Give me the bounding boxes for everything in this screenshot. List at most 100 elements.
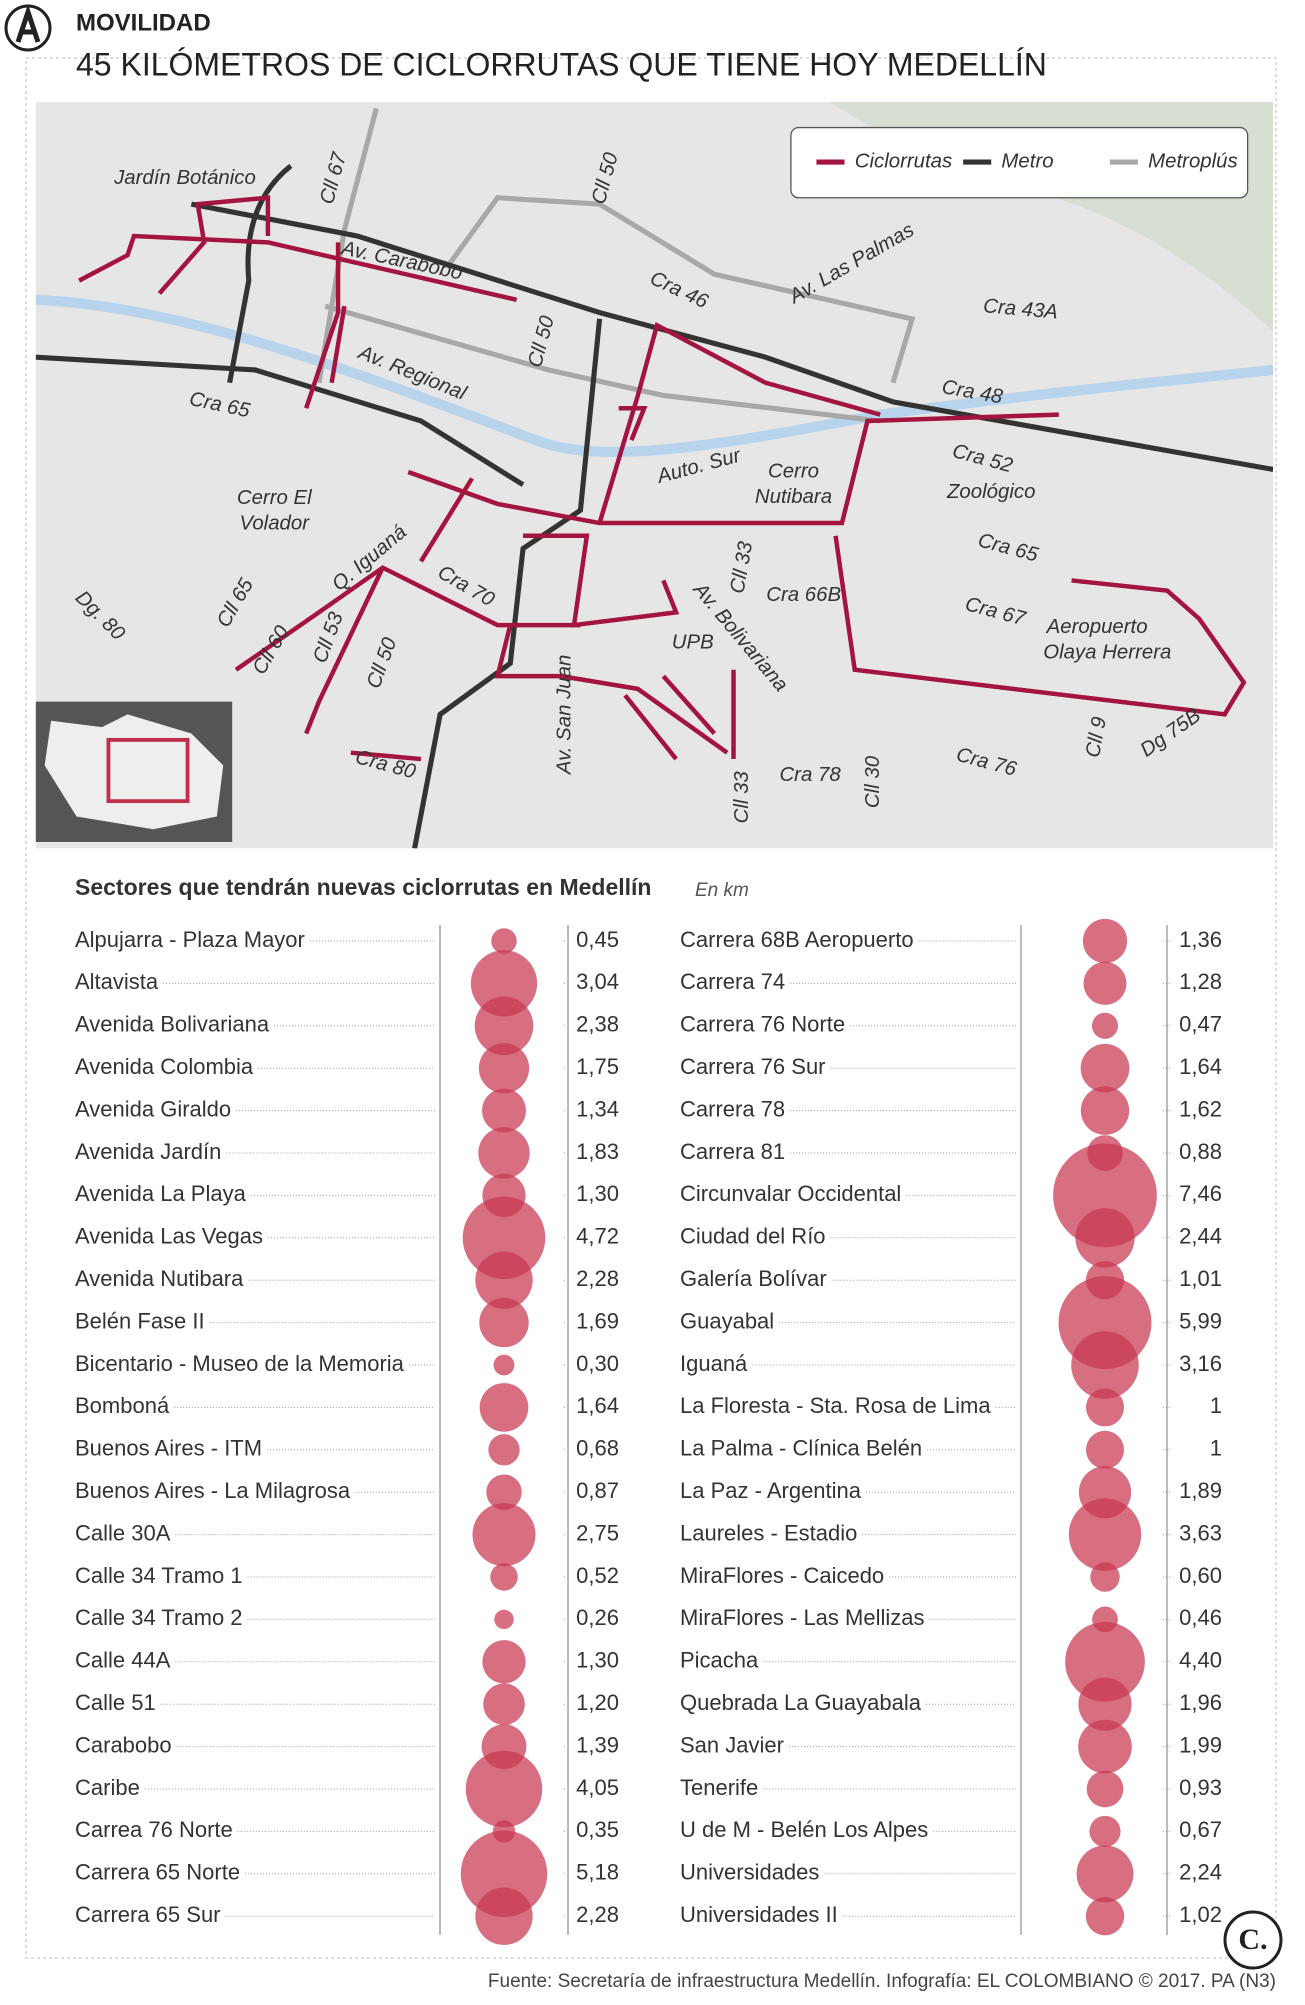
bubble (474, 996, 534, 1056)
bubble (1068, 1498, 1142, 1571)
logo-text: C. (1238, 1923, 1267, 1956)
row-label: Carrea 76 Norte (75, 1817, 233, 1842)
row-label: Avenida Bolivariana (75, 1012, 270, 1037)
bubble (472, 1503, 536, 1567)
row-label: U de M - Belén Los Alpes (680, 1817, 928, 1842)
bubble (1080, 1086, 1130, 1135)
row-label: Caribe (75, 1775, 140, 1800)
value-label: 4,05 (576, 1775, 619, 1800)
bubble (1078, 1677, 1132, 1731)
row-label: Carrera 76 Norte (680, 1012, 845, 1037)
value-label: 1,34 (576, 1096, 619, 1121)
bubble (1080, 1043, 1130, 1093)
row-label: Avenida Colombia (75, 1054, 254, 1079)
value-label: 0,68 (576, 1436, 619, 1461)
row-label: San Javier (680, 1732, 784, 1757)
value-label: 0,26 (576, 1605, 619, 1630)
bubble (479, 1297, 529, 1348)
row-label: MiraFlores - Caicedo (680, 1563, 884, 1588)
value-label: 2,24 (1179, 1860, 1222, 1885)
value-label: 2,28 (576, 1902, 619, 1927)
row-label: Avenida Nutibara (75, 1266, 244, 1291)
value-label: 5,99 (1179, 1308, 1222, 1333)
row-label: Carrera 81 (680, 1139, 785, 1164)
bubble (462, 1196, 546, 1280)
bubble (479, 1383, 529, 1432)
row-label: Carrera 65 Norte (75, 1860, 240, 1885)
value-label: 1,83 (576, 1139, 619, 1164)
bubble (490, 1563, 518, 1591)
map-label: Av. San Juan (554, 655, 576, 776)
row-label: Avenida Jardín (75, 1139, 221, 1164)
value-label: 1,69 (576, 1308, 619, 1333)
row-label: Calle 34 Tramo 2 (75, 1605, 243, 1630)
bubble (470, 950, 538, 1017)
value-label: 3,16 (1179, 1351, 1222, 1376)
value-label: 0,47 (1179, 1012, 1222, 1037)
value-label: 1 (1210, 1436, 1222, 1461)
value-label: 1,36 (1179, 927, 1222, 952)
row-label: Buenos Aires - ITM (75, 1436, 262, 1461)
map-label: Aeropuerto (1046, 616, 1148, 638)
bubble (460, 1830, 548, 1918)
value-label: 0,60 (1179, 1563, 1222, 1588)
value-label: 1,89 (1179, 1478, 1222, 1503)
row-label: Calle 51 (75, 1690, 156, 1715)
bubble (475, 1251, 533, 1309)
bubble (1083, 961, 1127, 1005)
map-label: UPB (672, 631, 714, 653)
row-label: Carrera 76 Sur (680, 1054, 826, 1079)
row-label: Avenida Giraldo (75, 1096, 231, 1121)
value-label: 0,46 (1179, 1605, 1222, 1630)
bubble (1075, 1208, 1135, 1268)
value-label: 1,99 (1179, 1732, 1222, 1757)
map-label: Cll 30 (862, 755, 884, 808)
row-label: Iguaná (680, 1351, 748, 1376)
row-label: Carrera 65 Sur (75, 1902, 221, 1927)
section-icon-glyph (15, 4, 41, 43)
metro-lines (35, 163, 1274, 849)
bubble (1071, 1331, 1139, 1399)
table-title: Sectores que tendrán nuevas ciclorrutas … (75, 874, 651, 900)
bubble (1086, 1430, 1124, 1469)
value-label: 0,30 (576, 1351, 619, 1376)
value-label: 1,20 (576, 1690, 619, 1715)
frame (25, 57, 1277, 1959)
value-label: 0,45 (576, 927, 619, 952)
row-label: Bicentario - Museo de la Memoria (75, 1351, 405, 1376)
row-label: Calle 30A (75, 1520, 171, 1545)
bubble (488, 1434, 520, 1466)
row-label: Calle 34 Tramo 1 (75, 1563, 243, 1588)
value-label: 2,28 (576, 1266, 619, 1291)
bubble (493, 1354, 515, 1376)
bubble (1085, 1897, 1125, 1936)
row-label: Galería Bolívar (680, 1266, 827, 1291)
bubble (483, 1683, 525, 1726)
row-label: Buenos Aires - La Milagrosa (75, 1478, 351, 1503)
legend-label: Metro (1001, 150, 1053, 172)
row-label: Alpujarra - Plaza Mayor (75, 927, 305, 952)
bubble (1086, 1388, 1124, 1427)
bubble (482, 1640, 526, 1684)
row-label: Carrera 68B Aeropuerto (680, 927, 914, 952)
row-label: Carabobo (75, 1732, 172, 1757)
value-label: 1,64 (1179, 1054, 1222, 1079)
map-label: Cerro (768, 460, 819, 482)
logo (1223, 1910, 1283, 1970)
value-label: 3,63 (1179, 1520, 1222, 1545)
row-label: Altavista (75, 969, 159, 994)
row-label: Bomboná (75, 1393, 170, 1418)
value-label: 1 (1210, 1393, 1222, 1418)
row-label: Ciudad del Río (680, 1224, 826, 1249)
map-label: Zoológico (946, 481, 1035, 503)
row-label: Carrera 78 (680, 1096, 785, 1121)
value-label: 1,62 (1179, 1096, 1222, 1121)
bubble (1082, 918, 1128, 964)
value-label: 1,02 (1179, 1902, 1222, 1927)
value-label: 5,18 (576, 1860, 619, 1885)
map-background (35, 102, 1274, 849)
bubble (486, 1474, 522, 1510)
row-label: Laureles - Estadio (680, 1520, 857, 1545)
